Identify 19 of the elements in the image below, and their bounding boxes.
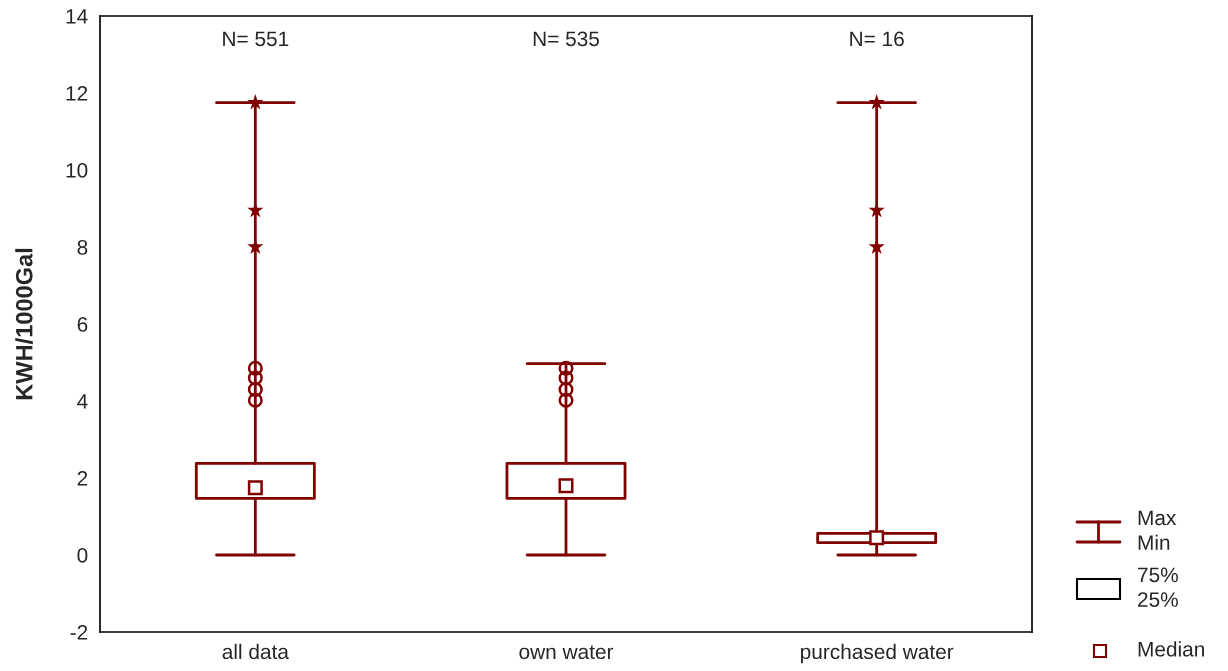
text: Median	[1138, 641, 1204, 657]
y-tick-label: 0	[77, 548, 88, 563]
text: 75% 25%	[1138, 567, 1178, 607]
y-tick-label: 10	[66, 163, 88, 178]
y-tick-label: -2	[70, 625, 88, 640]
y-tick-label: 2	[77, 471, 88, 486]
y-axis-title: KWH/1000Gal	[15, 248, 33, 400]
y-tick-label: 14	[66, 9, 88, 24]
x-tick-label: purchased water	[801, 643, 954, 664]
x-tick-label: all data	[222, 643, 289, 660]
text: Max Min	[1138, 510, 1177, 550]
y-tick-label: 8	[77, 240, 88, 255]
annotation: N= 551	[223, 31, 289, 47]
annotation: N= 16	[850, 31, 904, 47]
y-tick-label: 6	[77, 317, 88, 332]
x-tick-label: own water	[519, 645, 614, 660]
annotation: N= 535	[533, 31, 600, 47]
y-tick-label: 12	[66, 86, 88, 101]
y-tick-label: 4	[77, 394, 88, 409]
